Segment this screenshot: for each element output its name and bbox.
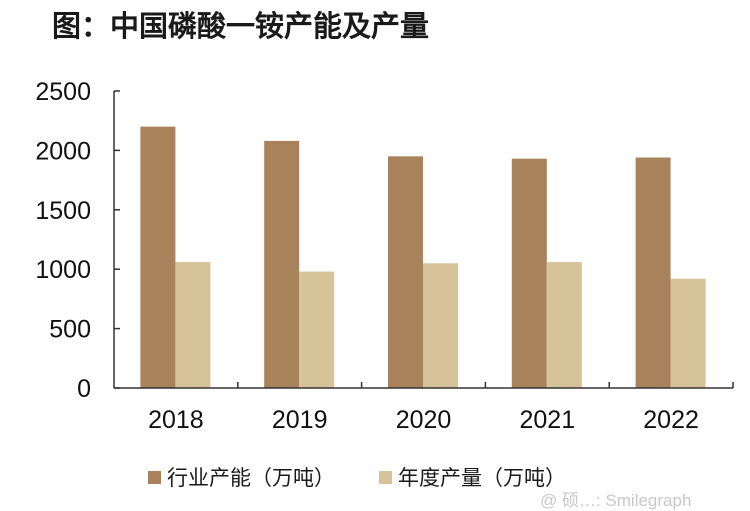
bar-capacity-2019 [264,140,300,388]
legend-item-capacity: 行业产能（万吨） [148,462,335,492]
bar-series [140,126,706,388]
x-tick-label: 2022 [643,406,699,434]
legend-swatch-production [379,470,392,484]
bar-capacity-2022 [635,157,671,388]
x-axis-labels: 2018 2019 2020 2021 2022 [148,406,699,434]
bar-capacity-2020 [388,156,423,388]
legend-label-capacity: 行业产能（万吨） [167,466,335,490]
y-tick-label: 2000 [35,137,91,165]
chart-title: 图：中国磷酸一铵产能及产量 [52,9,430,43]
bar-production-2021 [546,262,582,388]
bar-capacity-2018 [140,126,176,388]
legend-item-production: 年度产量（万吨） [379,462,566,492]
y-tick-label: 1500 [35,197,91,225]
x-tick-label: 2018 [148,406,204,434]
y-axis: 0 500 1000 1500 2000 2500 [35,78,120,403]
x-tick-label: 2020 [396,406,452,434]
bar-production-2022 [670,278,706,388]
legend: 行业产能（万吨） 年度产量（万吨） [148,462,610,492]
watermark: @ 硕…: Smilegraph [540,491,692,510]
legend-label-production: 年度产量（万吨） [398,466,566,490]
x-tick-label: 2019 [272,406,328,434]
y-tick-label: 500 [49,316,91,344]
bar-capacity-2021 [511,158,547,388]
legend-swatch-capacity [148,470,161,484]
y-tick-label: 1000 [35,256,91,284]
y-tick-label: 2500 [35,78,91,106]
y-tick-label: 0 [77,375,91,403]
bar-production-2020 [423,263,458,388]
axes [113,91,734,389]
bar-production-2019 [299,271,335,388]
bar-production-2018 [175,262,211,388]
x-tick-label: 2021 [519,406,575,434]
bar-chart: 0 500 1000 1500 2000 2500 2018 2019 2020 2021 202… [35,78,734,434]
